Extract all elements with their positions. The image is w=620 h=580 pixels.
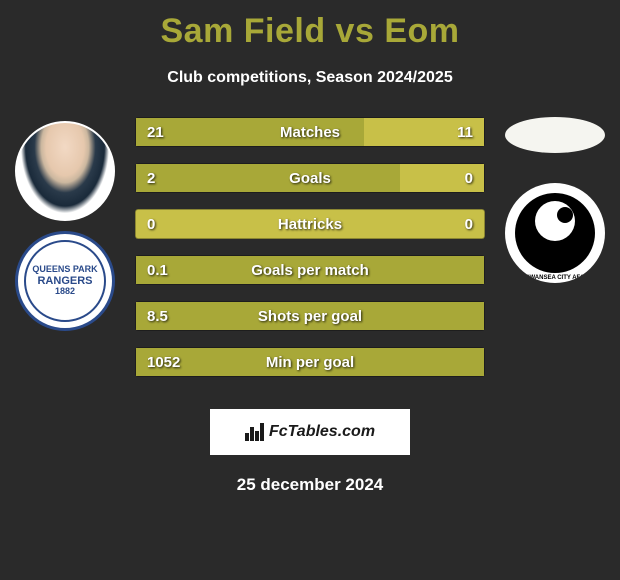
- stat-row: 1052Min per goal: [135, 347, 485, 377]
- stat-value-left: 8.5: [147, 301, 168, 331]
- bar-left-fill: [136, 348, 484, 376]
- stat-row: 0.1Goals per match: [135, 255, 485, 285]
- right-column: SWANSEA CITY AFC: [500, 117, 610, 283]
- bar-track: [135, 301, 485, 331]
- subtitle: Club competitions, Season 2024/2025: [0, 69, 620, 87]
- comparison-content: QUEENS PARK RANGERS 1882 SWANSEA CITY AF…: [0, 117, 620, 397]
- stat-value-right: 11: [457, 117, 473, 147]
- stat-value-left: 0.1: [147, 255, 168, 285]
- badge-text: QUEENS PARK: [32, 265, 97, 275]
- stat-row: 2111Matches: [135, 117, 485, 147]
- club-badge-right: SWANSEA CITY AFC: [505, 183, 605, 283]
- stat-value-left: 2: [147, 163, 155, 193]
- stat-bars: 2111Matches20Goals00Hattricks0.1Goals pe…: [135, 117, 485, 393]
- bar-track: [135, 255, 485, 285]
- left-column: QUEENS PARK RANGERS 1882: [10, 117, 120, 331]
- bar-left-fill: [136, 256, 484, 284]
- stat-value-left: 1052: [147, 347, 180, 377]
- stat-row: 20Goals: [135, 163, 485, 193]
- stat-row: 8.5Shots per goal: [135, 301, 485, 331]
- player-avatar-right: [505, 117, 605, 153]
- watermark-text: FcTables.com: [269, 423, 375, 441]
- bar-track: [135, 347, 485, 377]
- swansea-swan-icon: [515, 193, 595, 273]
- watermark[interactable]: FcTables.com: [210, 409, 410, 455]
- bar-left-fill: [136, 118, 364, 146]
- badge-text: SWANSEA CITY AFC: [505, 275, 605, 281]
- date-label: 25 december 2024: [0, 475, 620, 495]
- stat-value-right: 0: [465, 209, 473, 239]
- player-avatar-left: [15, 121, 115, 221]
- page-title: Sam Field vs Eom: [0, 0, 620, 51]
- badge-text: 1882: [55, 287, 75, 297]
- club-badge-left: QUEENS PARK RANGERS 1882: [15, 231, 115, 331]
- bar-left-fill: [136, 164, 400, 192]
- bar-track: [135, 163, 485, 193]
- bar-track: [135, 209, 485, 239]
- stat-value-left: 21: [147, 117, 164, 147]
- qpr-badge-inner: QUEENS PARK RANGERS 1882: [24, 240, 106, 322]
- stat-value-right: 0: [465, 163, 473, 193]
- bar-chart-icon: [245, 423, 265, 441]
- stat-value-left: 0: [147, 209, 155, 239]
- stat-row: 00Hattricks: [135, 209, 485, 239]
- bar-left-fill: [136, 302, 484, 330]
- bar-track: [135, 117, 485, 147]
